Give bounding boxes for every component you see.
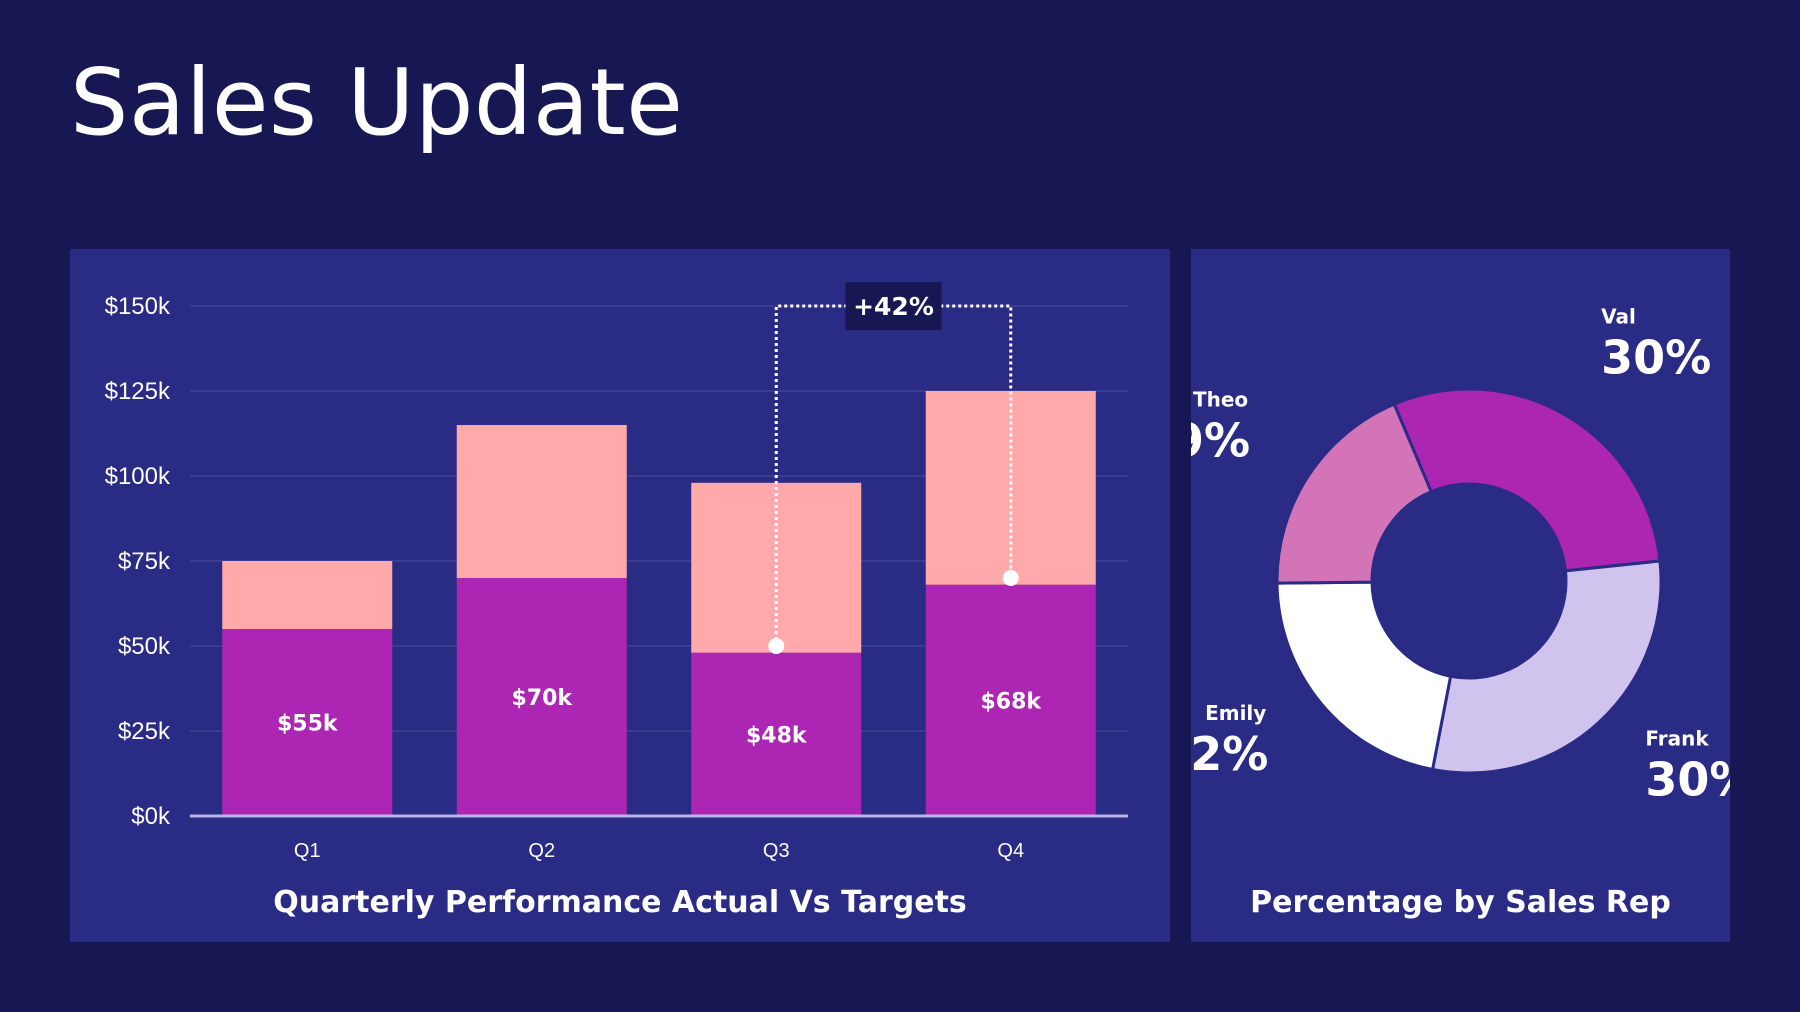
x-tick-label: Q3 (763, 840, 790, 862)
x-tick-label: Q4 (997, 840, 1024, 862)
y-tick-label: $100k (105, 463, 171, 490)
rep-name-label: Emily (1205, 701, 1266, 725)
donut-slice-frank (1430, 559, 1663, 775)
annotation-dot-end (1002, 570, 1019, 586)
bar-value-label: $55k (277, 712, 339, 737)
rep-name-label: Theo (1193, 387, 1248, 411)
rep-percentage-label: 30% (1645, 753, 1730, 807)
donut-slice-val (1392, 387, 1662, 573)
annotation-label: +42% (853, 292, 934, 321)
annotation-box (845, 282, 942, 330)
bar-chart-title: Quarterly Performance Actual Vs Targets (273, 885, 967, 920)
y-tick-label: $125k (105, 378, 171, 405)
bar-value-label: $48k (746, 723, 808, 748)
actual-bar-q4 (925, 584, 1096, 816)
page-title: Sales Update (70, 49, 684, 156)
y-tick-label: $150k (105, 293, 171, 320)
donut-slice-emily (1275, 580, 1453, 772)
x-tick-label: Q1 (294, 840, 321, 862)
x-tick-label: Q2 (528, 840, 555, 862)
donut-chart-title: Percentage by Sales Rep (1250, 885, 1671, 920)
donut-slice-theo (1275, 402, 1434, 585)
bar-value-label: $68k (980, 689, 1042, 714)
bar-chart-panel: $0k $25k $50k $75k $100k $125k $150k $55k Q1 $70k… (70, 249, 1170, 942)
target-bar-q2 (456, 425, 627, 578)
bar-value-label: $70k (511, 686, 573, 711)
target-bar-q1 (222, 561, 393, 629)
y-tick-label: $75k (118, 548, 171, 575)
bar-chart: $0k $25k $50k $75k $100k $125k $150k $55k Q1 $70k… (105, 282, 1128, 862)
rep-percentage-label: 30% (1601, 331, 1711, 385)
annotation-dot-start (768, 638, 785, 654)
rep-percentage-label: 22% (1191, 727, 1268, 781)
y-tick-label: $50k (118, 633, 171, 660)
rep-percentage-label: 19% (1191, 413, 1250, 467)
actual-bar-q3 (691, 652, 862, 816)
y-tick-label: $25k (118, 718, 171, 745)
rep-name-label: Val (1601, 305, 1636, 329)
actual-bar-q2 (456, 578, 627, 816)
y-tick-label: $0k (131, 803, 171, 830)
actual-bar-q1 (222, 629, 393, 816)
rep-name-label: Frank (1645, 727, 1709, 751)
